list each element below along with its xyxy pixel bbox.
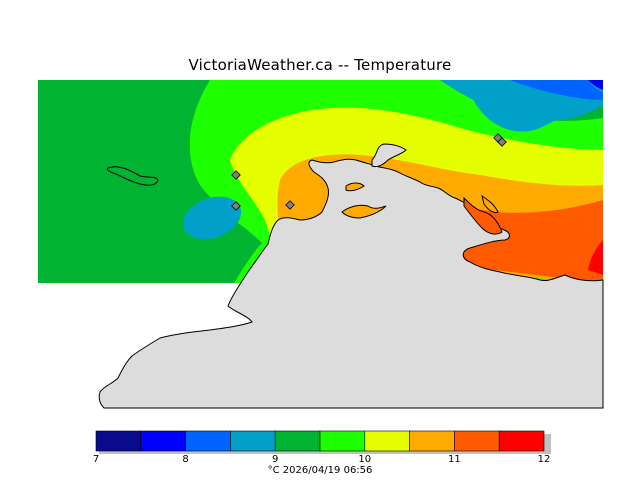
coastline-arm [463,196,503,235]
legend-bin-8 [454,430,500,452]
coastline-peninsula [371,143,407,167]
map-title: VictoriaWeather.ca -- Temperature [188,56,452,74]
station-marker [231,201,241,211]
legend-tick-label: 7 [92,454,100,465]
legend-tick-label: 12 [537,454,551,465]
legend-bin-9 [498,430,545,452]
station-marker [231,170,241,180]
legend-caption: °C 2026/04/19 06:56 [268,465,373,476]
legend-bin-2 [185,430,231,452]
coastline-inlet [345,182,365,192]
coastline-island-west [107,166,159,186]
legend-colorbar [95,430,545,452]
legend-unit: °C [267,465,280,476]
zone-7.5-8-corner [588,80,603,90]
legend-bin-4 [274,430,321,452]
zone-9-9.5-coast [38,222,262,283]
legend-bin-0 [95,430,142,452]
zone-8-8.5-corner [510,80,603,100]
zone-8.5-9-west [182,196,242,240]
station-marker [285,200,295,210]
legend-bin-5 [319,430,366,452]
legend-bin-7 [409,430,455,452]
legend-bin-1 [140,430,186,452]
legend-bin-6 [364,430,410,452]
legend-bin-3 [230,430,276,452]
legend-tick-label: 10 [358,454,372,465]
legend-tick-label: 8 [182,454,189,465]
coastline-bay [341,204,387,219]
station-marker [497,137,507,147]
legend-tick-label: 11 [448,454,461,465]
zone-11.5-12 [588,240,603,275]
station-markers [231,133,507,211]
legend-timestamp: 2026/04/19 06:56 [282,465,373,476]
legend-tick-label: 9 [272,454,279,465]
coastline-east-finger [481,194,499,213]
